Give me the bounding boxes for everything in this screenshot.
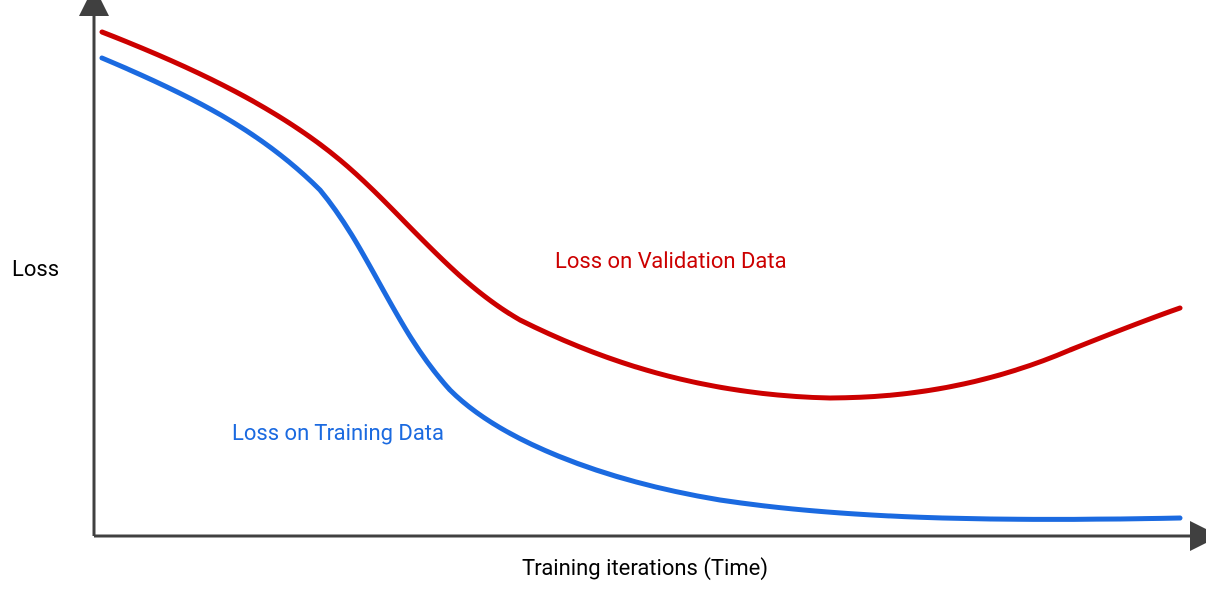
series-label-validation: Loss on Validation Data — [555, 249, 787, 274]
chart-svg: Loss Training iterations (Time) Loss on Va… — [0, 0, 1206, 591]
x-axis-label: Training iterations (Time) — [522, 556, 768, 581]
series-line-validation — [102, 32, 1180, 398]
y-axis-label: Loss — [12, 257, 59, 282]
loss-chart: Loss Training iterations (Time) Loss on Va… — [0, 0, 1206, 591]
series-line-training — [102, 58, 1180, 519]
series-label-training: Loss on Training Data — [232, 421, 444, 446]
